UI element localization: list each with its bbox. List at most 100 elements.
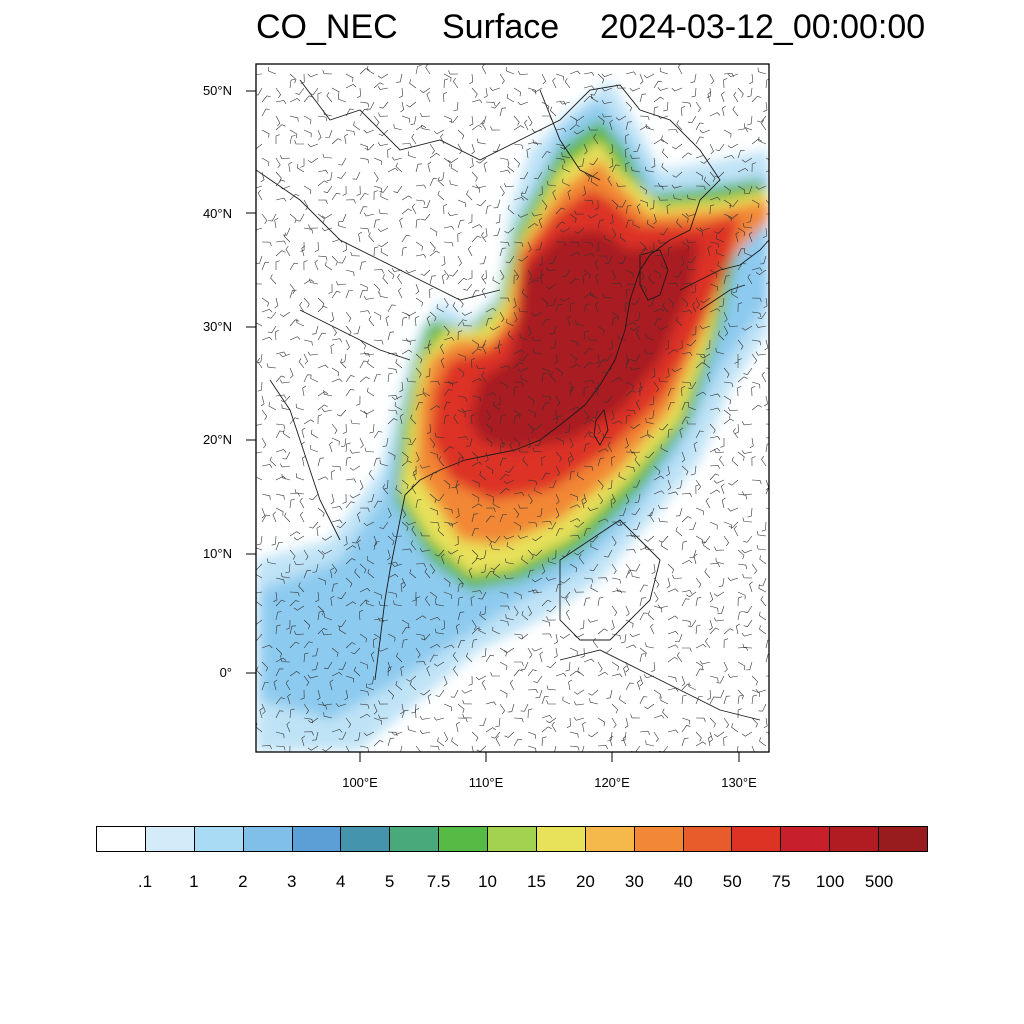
wind-barb xyxy=(723,199,732,209)
wind-barb xyxy=(273,591,278,603)
wind-barb xyxy=(595,241,600,253)
wind-barb xyxy=(471,224,483,229)
wind-barb xyxy=(709,283,718,291)
wind-barb xyxy=(723,535,729,547)
wind-barb xyxy=(468,270,473,280)
wind-barb xyxy=(387,573,399,579)
wind-barb xyxy=(457,232,462,243)
wind-barb xyxy=(727,577,739,581)
wind-barb xyxy=(639,73,644,85)
colorbar-swatch xyxy=(879,827,927,851)
wind-barb xyxy=(285,679,291,691)
colorbar-label: 5 xyxy=(384,872,395,891)
wind-barb xyxy=(289,531,301,537)
wind-barb xyxy=(331,728,343,733)
wind-barb xyxy=(395,681,403,691)
wind-barb xyxy=(372,637,377,649)
wind-barb xyxy=(588,336,599,341)
wind-barb xyxy=(279,185,291,190)
wind-barb xyxy=(429,616,441,621)
wind-barb xyxy=(499,703,505,715)
wind-barb xyxy=(499,689,508,698)
wind-barb xyxy=(453,665,459,677)
wind-barb xyxy=(709,731,713,743)
wind-barb xyxy=(597,745,608,750)
wind-barb xyxy=(485,701,497,706)
wind-barb xyxy=(441,553,445,565)
wind-barb xyxy=(611,633,621,640)
wind-barb xyxy=(709,521,718,530)
wind-barb xyxy=(676,652,683,663)
wind-barb xyxy=(415,218,421,229)
wind-barb xyxy=(492,626,501,635)
wind-barb xyxy=(405,311,417,317)
wind-barb xyxy=(737,87,744,98)
wind-barb xyxy=(709,605,719,613)
wind-barb xyxy=(261,437,267,449)
wind-barb xyxy=(707,91,712,103)
wind-barb xyxy=(606,689,613,699)
wind-barb xyxy=(601,73,613,78)
wind-barb xyxy=(667,729,679,734)
wind-barb xyxy=(672,171,683,178)
wind-barb xyxy=(359,563,367,574)
wind-barb xyxy=(583,85,595,90)
wind-barb xyxy=(299,511,305,523)
wind-barb xyxy=(695,391,707,397)
wind-barb xyxy=(345,675,355,683)
wind-barb xyxy=(541,73,546,85)
wind-barb xyxy=(723,154,735,159)
wind-barb xyxy=(359,157,369,164)
wind-barb xyxy=(256,423,263,426)
wind-barb xyxy=(443,703,452,712)
wind-barb xyxy=(667,246,673,257)
wind-barb xyxy=(499,157,509,164)
wind-barb xyxy=(317,549,325,560)
wind-barb xyxy=(499,269,505,281)
wind-barb xyxy=(401,143,412,148)
wind-barb xyxy=(471,461,483,467)
colorbar-label: 20 xyxy=(575,872,595,891)
wind-barb xyxy=(493,401,501,411)
wind-barb xyxy=(723,275,730,285)
wind-barb xyxy=(688,403,697,411)
wind-barb xyxy=(281,473,291,481)
wind-barb xyxy=(667,588,679,593)
wind-barb xyxy=(342,493,347,504)
wind-barb xyxy=(345,642,356,649)
wind-barb xyxy=(695,668,704,677)
wind-barb xyxy=(353,325,361,335)
wind-barb xyxy=(720,438,725,448)
wind-barb xyxy=(583,465,594,471)
wind-barb xyxy=(761,521,767,532)
wind-barb xyxy=(429,405,441,411)
wind-barb xyxy=(611,563,617,575)
wind-barb xyxy=(691,283,697,294)
wind-barb xyxy=(493,199,501,209)
wind-barb xyxy=(569,213,577,223)
wind-barb xyxy=(559,297,571,302)
wind-barb xyxy=(644,535,655,542)
wind-barb xyxy=(350,419,361,425)
wind-barb xyxy=(647,297,655,307)
wind-barb xyxy=(667,687,679,692)
wind-barb xyxy=(359,661,368,669)
colorbar-label: 100 xyxy=(815,872,845,891)
wind-barb xyxy=(443,446,454,453)
wind-barb xyxy=(337,591,347,599)
wind-barb xyxy=(590,584,599,593)
wind-barb xyxy=(765,199,769,210)
wind-barb xyxy=(625,269,634,278)
wind-barb xyxy=(401,246,407,257)
colorbar-swatch xyxy=(243,827,293,851)
wind-barb xyxy=(344,689,349,701)
wind-barb xyxy=(289,591,300,597)
wind-barb xyxy=(707,245,712,257)
wind-barb xyxy=(289,129,298,138)
wind-barb xyxy=(343,535,348,547)
wind-barb xyxy=(426,423,432,434)
wind-barb xyxy=(625,465,635,472)
wind-barb xyxy=(749,73,754,85)
wind-barb xyxy=(609,157,614,169)
wind-barb xyxy=(336,521,347,529)
